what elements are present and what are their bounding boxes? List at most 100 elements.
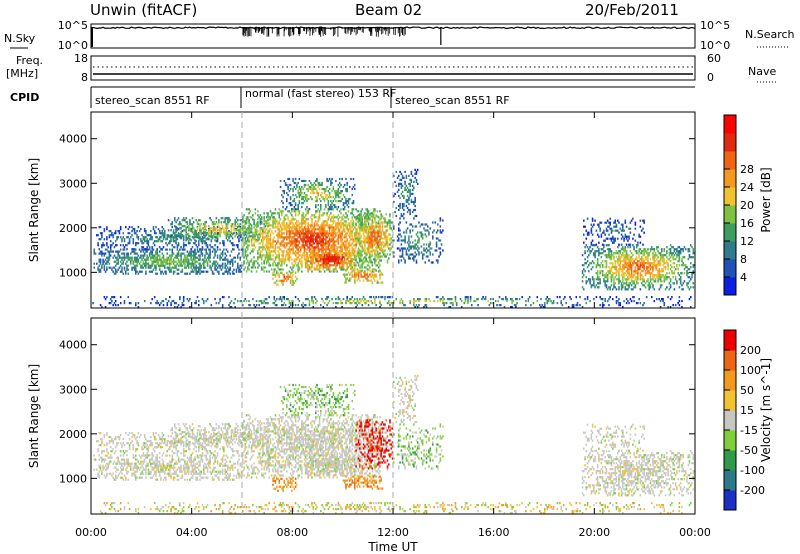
power-cell bbox=[390, 247, 393, 250]
power-cell bbox=[609, 262, 611, 265]
power-cell bbox=[381, 229, 384, 232]
power-cell bbox=[185, 234, 187, 237]
power-cell bbox=[140, 270, 142, 273]
power-cell bbox=[313, 256, 316, 259]
power-cell bbox=[610, 250, 613, 253]
power-cell bbox=[106, 262, 108, 265]
power-cell bbox=[213, 227, 215, 230]
power-cell bbox=[260, 239, 263, 242]
power-cell bbox=[258, 248, 260, 251]
power-cell bbox=[302, 254, 304, 257]
power-cell bbox=[268, 238, 270, 241]
power-cell bbox=[205, 225, 208, 228]
power-cell bbox=[389, 221, 391, 224]
power-cell bbox=[415, 253, 418, 256]
power-cell bbox=[254, 224, 257, 227]
power-cell bbox=[175, 254, 177, 257]
power-cell bbox=[317, 181, 320, 185]
power-cell bbox=[610, 268, 613, 271]
power-cell bbox=[617, 260, 619, 263]
power-cell bbox=[243, 214, 245, 217]
power-cell bbox=[272, 224, 274, 227]
power-cell bbox=[404, 182, 406, 185]
power-cell bbox=[361, 227, 364, 230]
power-cell bbox=[185, 244, 187, 247]
power-cell bbox=[374, 229, 376, 232]
power-cell bbox=[272, 273, 274, 276]
power-cell bbox=[198, 266, 200, 269]
power-cell bbox=[360, 236, 362, 239]
power-cell bbox=[342, 244, 345, 247]
power-cell bbox=[152, 256, 155, 259]
power-cell bbox=[268, 264, 270, 267]
power-cell bbox=[177, 260, 180, 263]
power-cell bbox=[180, 233, 182, 236]
power-cell bbox=[310, 262, 312, 265]
power-cell bbox=[360, 250, 362, 253]
power-cell bbox=[375, 237, 377, 240]
power-cell bbox=[318, 242, 321, 245]
power-cell bbox=[146, 246, 148, 249]
power-cell bbox=[112, 250, 114, 253]
power-cell bbox=[294, 228, 297, 231]
power-cell bbox=[379, 229, 381, 232]
power-cell bbox=[377, 281, 380, 284]
power-cell bbox=[210, 266, 213, 269]
power-cell bbox=[180, 237, 182, 240]
power-cell bbox=[298, 226, 301, 229]
power-cell bbox=[425, 255, 428, 258]
power-cell bbox=[342, 264, 345, 267]
power-cell bbox=[208, 258, 210, 261]
power-cell bbox=[408, 182, 410, 185]
power-cell bbox=[142, 246, 145, 249]
power-cell bbox=[296, 238, 298, 241]
power-cell bbox=[97, 234, 99, 237]
power-cell bbox=[215, 233, 218, 236]
power-cell bbox=[98, 226, 101, 229]
power-cell bbox=[593, 284, 595, 287]
power-cell bbox=[106, 260, 108, 263]
power-cell bbox=[308, 256, 311, 259]
power-cell bbox=[598, 276, 600, 279]
power-cell bbox=[401, 253, 404, 256]
power-cell bbox=[627, 256, 629, 259]
power-cell bbox=[330, 264, 332, 267]
power-cell bbox=[370, 271, 372, 274]
power-cell bbox=[385, 243, 388, 246]
power-cell bbox=[264, 228, 267, 231]
power-cell bbox=[215, 231, 218, 234]
power-cell bbox=[322, 214, 325, 217]
power-cell bbox=[371, 235, 374, 238]
power-cell bbox=[269, 238, 272, 241]
power-cell bbox=[252, 218, 254, 221]
power-cell bbox=[315, 232, 317, 235]
power-cell bbox=[292, 242, 294, 245]
power-cell bbox=[613, 278, 615, 281]
power-cell bbox=[346, 258, 348, 261]
power-cell bbox=[347, 200, 350, 203]
power-cell bbox=[190, 264, 192, 267]
power-cell bbox=[196, 227, 199, 230]
power-cell bbox=[267, 216, 269, 219]
power-cell bbox=[244, 226, 247, 229]
power-cell bbox=[289, 232, 292, 235]
power-cell bbox=[294, 177, 297, 181]
power-cell bbox=[198, 270, 200, 273]
power-cell bbox=[288, 210, 291, 213]
power-cell bbox=[620, 288, 623, 291]
power-cell bbox=[281, 232, 283, 235]
power-cell bbox=[148, 264, 151, 267]
power-cell bbox=[301, 226, 303, 229]
power-cell bbox=[137, 236, 140, 239]
power-cell bbox=[589, 280, 591, 283]
power-cell bbox=[328, 187, 331, 191]
power-cell bbox=[148, 254, 151, 257]
power-cell bbox=[404, 247, 406, 250]
power-cell bbox=[379, 252, 381, 255]
power-cell bbox=[170, 260, 172, 263]
power-cell bbox=[393, 251, 395, 254]
power-cell bbox=[143, 262, 146, 265]
power-cell bbox=[350, 256, 352, 259]
power-cell bbox=[252, 234, 254, 237]
power-cell bbox=[235, 270, 238, 273]
